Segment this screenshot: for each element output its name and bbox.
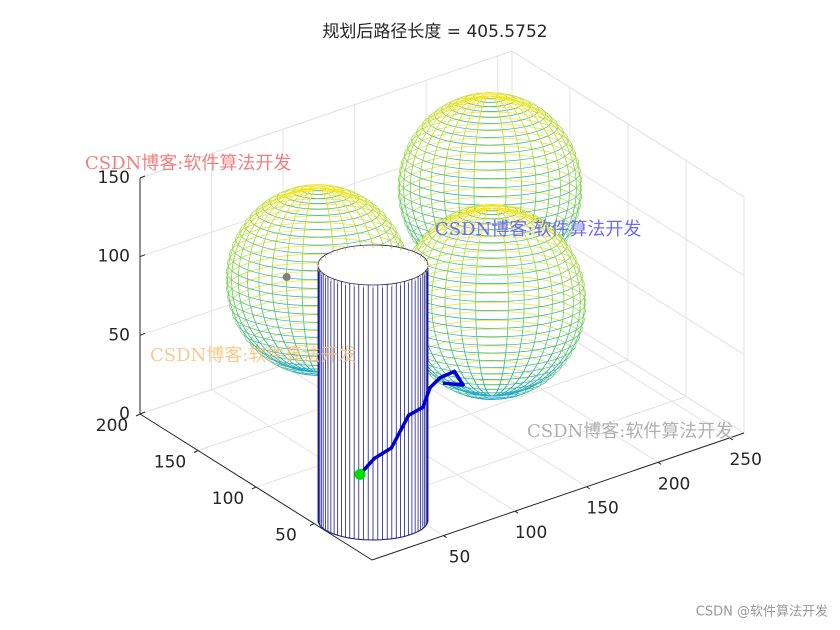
tick-mark xyxy=(251,486,257,490)
tick-mark xyxy=(139,254,146,258)
sphere-body xyxy=(398,208,586,396)
sphere-latitude xyxy=(427,102,553,138)
sphere-latitude xyxy=(244,203,392,246)
sphere-latitude xyxy=(411,117,569,162)
sphere-latitude xyxy=(428,353,556,390)
sphere-latitude xyxy=(255,194,381,230)
footer: CSDN @软件算法开发 xyxy=(696,604,828,620)
sphere-latitude xyxy=(435,360,549,394)
x-axis xyxy=(371,432,745,561)
watermark: CSDN博客:软件算法开发 xyxy=(527,421,733,442)
tick-mark xyxy=(139,175,146,179)
grid-line xyxy=(139,50,513,179)
sphere-latitude xyxy=(416,223,568,267)
planned-path xyxy=(358,369,465,476)
cylinder xyxy=(317,244,429,541)
tick-mark xyxy=(139,411,146,415)
grid-line xyxy=(511,50,745,198)
sphere-latitude xyxy=(422,218,562,259)
marks xyxy=(282,273,465,480)
x-tick-label: 100 xyxy=(515,523,547,543)
tick-mark xyxy=(309,523,315,526)
cylinder-top xyxy=(317,244,429,286)
y-tick-label: 50 xyxy=(275,526,297,546)
z-tick-label: 100 xyxy=(98,247,130,267)
watermark: CSDN博客:软件算法开发 xyxy=(150,345,356,366)
goal-point xyxy=(282,273,291,282)
z-tick-label: 150 xyxy=(98,168,130,188)
x-tick-label: 50 xyxy=(449,548,471,568)
obstacles xyxy=(225,92,587,541)
y-tick-label: 100 xyxy=(212,489,244,509)
watermark: CSDN博客:软件算法开发 xyxy=(85,153,291,174)
sphere-latitude xyxy=(403,130,577,180)
start-point xyxy=(354,468,366,480)
sphere-latitude xyxy=(428,214,556,251)
sphere-latitude xyxy=(407,123,573,171)
y-axis xyxy=(139,413,373,561)
z-tick-label: 0 xyxy=(119,404,130,424)
cylinder-bottom xyxy=(317,519,429,541)
x-tick-label: 200 xyxy=(658,474,690,494)
sphere-latitude xyxy=(401,137,579,188)
y-tick-label: 200 xyxy=(96,416,128,436)
sphere-latitude xyxy=(249,198,387,238)
sphere-latitude xyxy=(399,145,581,197)
x-tick-label: 150 xyxy=(586,499,618,519)
tick-mark xyxy=(135,413,141,417)
tick-mark xyxy=(193,450,199,453)
watermark: CSDN博客:软件算法开发 xyxy=(435,219,641,240)
z-tick-label: 50 xyxy=(108,325,130,345)
x-tick-label: 250 xyxy=(729,450,761,470)
sphere-latitude xyxy=(421,106,559,146)
sphere-latitude xyxy=(239,209,397,254)
sphere-latitude xyxy=(235,215,401,263)
chart-title: 规划后路径长度 = 405.5752 xyxy=(322,22,547,42)
y-tick-label: 150 xyxy=(154,453,186,473)
tick-mark xyxy=(139,332,146,336)
sphere-latitude xyxy=(416,111,564,154)
